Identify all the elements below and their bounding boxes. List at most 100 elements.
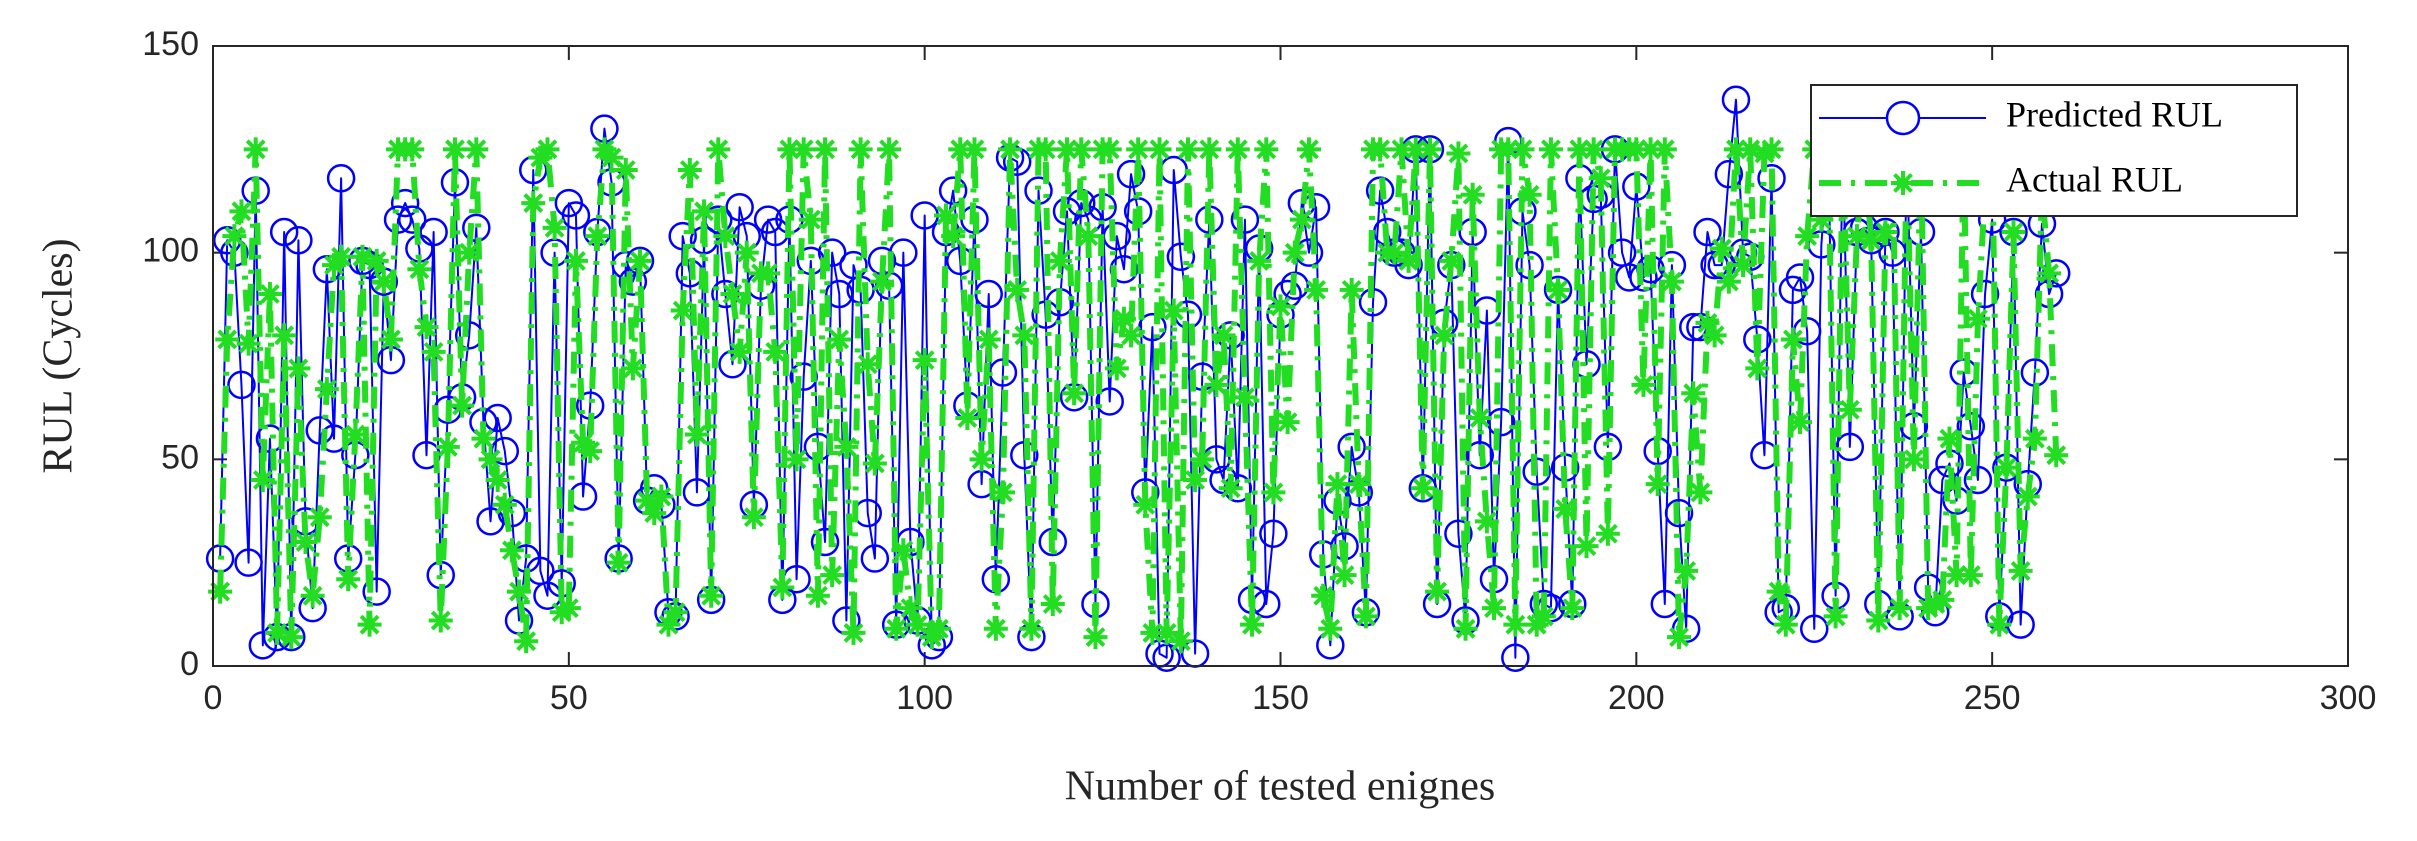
point-marker <box>1688 480 1713 505</box>
point-marker <box>1232 385 1257 410</box>
point-marker <box>1332 563 1357 588</box>
point-marker <box>234 548 263 577</box>
point-marker <box>1318 616 1343 641</box>
point-marker <box>343 422 368 447</box>
point-marker <box>1254 137 1279 162</box>
point-marker <box>549 600 574 625</box>
point-marker <box>499 538 524 563</box>
point-marker <box>378 327 403 352</box>
x-tick-label: 50 <box>550 679 588 717</box>
point-marker <box>1757 164 1786 193</box>
point-marker <box>1218 476 1243 501</box>
point-marker <box>457 240 482 265</box>
point-marker <box>1714 159 1744 189</box>
legend-marker <box>1885 100 1921 136</box>
point-marker <box>620 356 645 381</box>
point-marker <box>1083 625 1108 650</box>
point-marker <box>229 199 254 224</box>
point-marker <box>1873 220 1898 244</box>
point-marker <box>1467 406 1492 430</box>
legend-label: Predicted RUL <box>2006 94 2223 134</box>
point-marker <box>1731 253 1756 278</box>
point-marker <box>1097 137 1122 162</box>
y-tick-label: 50 <box>161 438 199 476</box>
point-marker <box>279 625 304 650</box>
point-marker <box>2022 426 2047 451</box>
point-marker <box>777 137 802 162</box>
point-marker <box>628 248 652 273</box>
point-marker <box>1280 271 1309 300</box>
point-marker <box>1111 306 1136 331</box>
point-marker <box>1588 166 1613 191</box>
point-marker <box>478 447 503 472</box>
point-marker <box>1567 137 1592 162</box>
point-marker <box>1963 465 1993 495</box>
point-marker <box>1403 137 1428 162</box>
point-marker <box>521 191 546 216</box>
point-marker <box>1958 563 1983 588</box>
point-marker <box>371 269 396 294</box>
point-marker <box>585 224 610 249</box>
point-marker <box>1261 480 1286 505</box>
point-marker <box>1465 440 1495 470</box>
point-marker <box>243 137 268 162</box>
point-marker <box>492 492 517 517</box>
point-marker <box>642 501 667 526</box>
point-marker <box>1062 381 1087 406</box>
point-marker <box>1496 137 1521 162</box>
point-marker <box>663 600 688 625</box>
point-marker <box>471 426 496 451</box>
point-marker <box>1119 323 1144 348</box>
point-marker <box>1126 137 1151 162</box>
point-marker <box>1474 509 1499 534</box>
point-marker <box>272 323 297 348</box>
point-marker <box>805 583 830 608</box>
point-marker <box>250 468 275 492</box>
point-marker <box>649 484 674 509</box>
point-marker <box>1175 137 1200 162</box>
point-marker <box>1785 263 1815 292</box>
point-marker <box>725 192 754 222</box>
point-marker <box>350 244 375 269</box>
point-marker <box>398 205 427 234</box>
point-marker <box>1546 277 1571 302</box>
point-marker <box>1994 455 2019 480</box>
point-marker <box>1723 137 1748 162</box>
point-marker <box>1766 579 1791 604</box>
point-marker <box>763 339 788 364</box>
point-marker <box>934 203 959 228</box>
point-marker <box>1930 587 1955 612</box>
point-marker <box>1800 614 1829 644</box>
point-marker <box>2044 443 2069 468</box>
point-marker <box>1076 224 1101 249</box>
point-marker <box>877 137 902 162</box>
point-marker <box>668 221 697 251</box>
point-marker <box>1823 604 1848 629</box>
point-marker <box>1275 410 1300 435</box>
point-marker <box>891 538 916 563</box>
point-marker <box>1353 604 1378 629</box>
point-marker <box>1116 159 1146 189</box>
y-tick-label: 150 <box>142 25 199 63</box>
point-marker <box>898 596 923 621</box>
point-marker <box>699 583 724 608</box>
x-tick-label: 150 <box>1252 679 1309 717</box>
point-marker <box>1166 242 1196 272</box>
point-marker <box>1268 294 1293 319</box>
x-tick-label: 250 <box>1964 679 2021 717</box>
point-marker <box>1553 496 1578 521</box>
x-axis-label: Number of tested enignes <box>1065 764 1495 810</box>
point-marker <box>1019 616 1044 641</box>
point-marker <box>400 137 425 162</box>
point-marker <box>1664 498 1694 528</box>
point-marker <box>2037 261 2062 286</box>
point-marker <box>1709 236 1734 261</box>
point-marker <box>810 527 840 557</box>
point-marker <box>1916 596 1941 621</box>
x-tick-label: 300 <box>2320 679 2377 717</box>
point-marker <box>741 505 766 530</box>
point-marker <box>1389 137 1414 162</box>
point-marker <box>300 583 325 608</box>
point-marker <box>1069 137 1094 162</box>
point-marker <box>784 447 809 472</box>
